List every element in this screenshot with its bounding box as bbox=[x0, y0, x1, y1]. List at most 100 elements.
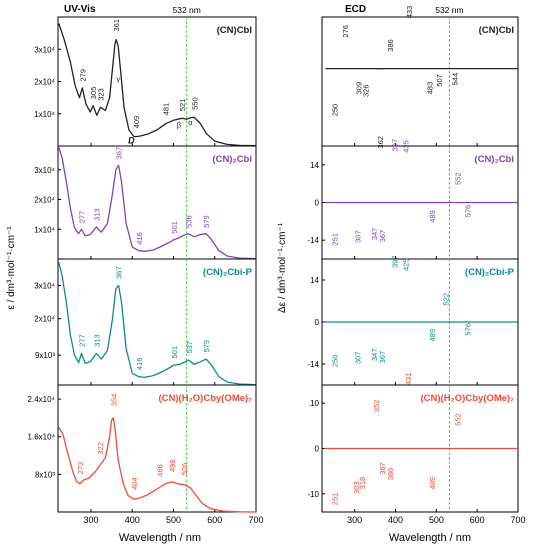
y-tick-label: 9x10³ bbox=[35, 351, 55, 360]
peak-label: 397 bbox=[390, 139, 399, 152]
peak-label: 397 bbox=[390, 255, 399, 268]
peak-label: 322 bbox=[96, 442, 105, 455]
x-tick-label: 600 bbox=[470, 515, 485, 525]
peak-label: 279 bbox=[78, 69, 87, 82]
peak-label: 347 bbox=[370, 348, 379, 361]
y-tick-label: 3x10⁴ bbox=[34, 282, 55, 291]
peak-label: 251 bbox=[331, 493, 340, 506]
spectrum-line bbox=[58, 147, 257, 260]
peak-label: 579 bbox=[202, 215, 211, 228]
panel-frame bbox=[321, 16, 519, 147]
y-tick-label: 3x10⁴ bbox=[34, 45, 55, 54]
peak-label: 522 bbox=[441, 293, 450, 306]
x-tick-label: 300 bbox=[83, 515, 98, 525]
compound-label: (CN)₂Cbi-P bbox=[203, 267, 253, 278]
ecd-y-axis-label: Δε / dm³·mol⁻¹·cm⁻¹ bbox=[277, 222, 288, 313]
guide-label: 532 nm bbox=[435, 5, 463, 15]
peak-label: 501 bbox=[170, 221, 179, 234]
peak-label: 307 bbox=[354, 230, 363, 243]
peak-label: 361 bbox=[112, 19, 121, 32]
peak-label: γ bbox=[116, 75, 120, 84]
x-tick-label: 300 bbox=[347, 515, 362, 525]
peak-label: 416 bbox=[135, 358, 144, 371]
peak-label: 552 bbox=[454, 413, 463, 426]
peak-label: 326 bbox=[361, 84, 370, 97]
x-tick-label: 500 bbox=[166, 515, 181, 525]
compound-label: (CN)₂Cbi bbox=[212, 154, 252, 165]
peak-label: 536 bbox=[184, 215, 193, 228]
peak-label: 277 bbox=[78, 334, 87, 347]
peak-label: 489 bbox=[428, 210, 437, 223]
y-tick-label: 0 bbox=[315, 445, 320, 454]
panel-ecd-1: -14 0 14 (CN)₂Cbi 397 425 552 251 307 347 367 489 57… bbox=[307, 139, 519, 260]
peak-label: D bbox=[128, 136, 135, 146]
uvvis-title: UV-Vis bbox=[64, 4, 96, 15]
compound-label: (CN)₂Cbi-P bbox=[465, 267, 515, 278]
y-tick-label: 0 bbox=[315, 318, 320, 327]
x-tick-label: 500 bbox=[429, 515, 444, 525]
y-tick-label: 8x10³ bbox=[35, 470, 55, 479]
peak-label: 576 bbox=[463, 205, 472, 218]
peak-label: 307 bbox=[354, 351, 363, 364]
panel-uvvis-2: 9x10³ 2x10⁴ 3x10⁴ (CN)₂Cbi-P 367 277 313 416 501… bbox=[34, 258, 257, 386]
peak-label: 489 bbox=[428, 477, 437, 490]
y-tick-label: -14 bbox=[307, 360, 319, 369]
x-tick-label: 400 bbox=[388, 515, 403, 525]
peak-label: 481 bbox=[162, 103, 171, 116]
peak-label: 250 bbox=[330, 354, 339, 367]
y-tick-label: -10 bbox=[307, 490, 319, 499]
y-tick-label: 1x10⁴ bbox=[34, 110, 55, 119]
peak-label: β bbox=[177, 120, 182, 129]
x-tick-label: 400 bbox=[125, 515, 140, 525]
peak-label: 303 bbox=[352, 481, 361, 494]
peak-label: 367 bbox=[378, 230, 387, 243]
peak-label: 496 bbox=[168, 459, 177, 472]
ecd-x-axis-label: Wavelength / nm bbox=[389, 532, 471, 544]
peak-label: 501 bbox=[170, 346, 179, 359]
peak-label: 313 bbox=[92, 208, 101, 221]
compound-label: (CN)Cbl bbox=[217, 25, 252, 36]
spectrum-line bbox=[58, 262, 257, 386]
peak-label: 550 bbox=[191, 97, 200, 110]
peak-label: 352 bbox=[372, 400, 381, 413]
y-tick-label: -14 bbox=[307, 236, 319, 245]
peak-label: α bbox=[188, 118, 193, 127]
peak-label: 544 bbox=[450, 73, 459, 86]
peak-label: 431 bbox=[404, 372, 413, 385]
peak-label: 425 bbox=[402, 258, 411, 271]
compound-label: (CN)(H₂O)Cby(OMe)₇ bbox=[158, 393, 252, 404]
panel-uvvis-3: 300 400 500 600 700 8x10³ 1.6x10⁴ 2.4x10⁴ (CN)(H… bbox=[28, 384, 264, 525]
x-tick-label: 700 bbox=[248, 515, 263, 525]
peak-label: 347 bbox=[370, 228, 379, 241]
y-tick-label: 2.4x10⁴ bbox=[28, 395, 56, 404]
panel-frame bbox=[57, 16, 257, 147]
peak-label: 521 bbox=[178, 99, 187, 112]
peak-label: 313 bbox=[92, 334, 101, 347]
peak-label: 367 bbox=[115, 266, 124, 279]
peak-label: 250 bbox=[330, 104, 339, 117]
peak-label: 552 bbox=[454, 172, 463, 185]
peak-label: 483 bbox=[425, 82, 434, 95]
compound-label: (CN)Cbl bbox=[479, 25, 514, 36]
peak-label: 367 bbox=[378, 351, 387, 364]
peak-label: 318 bbox=[358, 477, 367, 490]
uvvis-x-axis-label: Wavelength / nm bbox=[119, 532, 201, 544]
uvvis-y-axis-label: ε / dm³·mol⁻¹·cm⁻¹ bbox=[6, 226, 17, 310]
y-tick-label: 1.6x10⁴ bbox=[28, 433, 56, 442]
peak-label: 305 bbox=[89, 87, 98, 100]
x-tick-label: 700 bbox=[510, 515, 525, 525]
y-tick-label: 3x10⁴ bbox=[34, 166, 55, 175]
peak-label: 362 bbox=[376, 136, 385, 149]
y-tick-label: 2x10⁴ bbox=[34, 78, 55, 87]
y-tick-label: 14 bbox=[310, 276, 319, 285]
peak-label: 404 bbox=[130, 477, 139, 490]
peak-label: 273 bbox=[76, 462, 85, 475]
peak-label: 507 bbox=[435, 74, 444, 87]
y-tick-label: 10 bbox=[310, 399, 319, 408]
peak-label: 251 bbox=[331, 233, 340, 246]
compound-label: (CN)₂Cbi bbox=[474, 154, 514, 165]
peak-label: 489 bbox=[428, 329, 437, 342]
panel-frame bbox=[57, 384, 257, 513]
